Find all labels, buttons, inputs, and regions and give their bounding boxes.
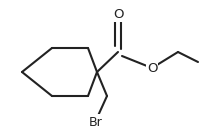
Text: O: O [147,62,157,75]
Text: O: O [113,7,123,21]
Text: Br: Br [89,116,103,128]
